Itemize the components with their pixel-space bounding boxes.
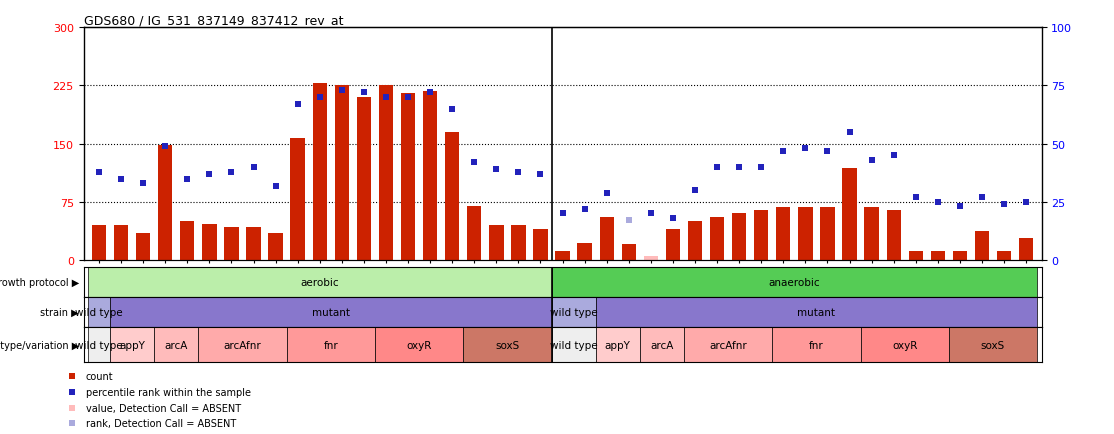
Bar	[375, 328, 463, 362]
Bar	[180, 222, 195, 260]
Bar	[334, 86, 349, 260]
Text: arcA: arcA	[165, 340, 188, 350]
Bar	[88, 267, 551, 297]
Bar	[551, 328, 596, 362]
Bar	[551, 297, 596, 328]
Text: value, Detection Call = ABSENT: value, Detection Call = ABSENT	[86, 403, 241, 413]
Bar	[110, 297, 551, 328]
Text: anaerobic: anaerobic	[769, 277, 820, 287]
Bar	[356, 98, 371, 260]
Text: count: count	[86, 371, 114, 381]
Bar	[154, 328, 198, 362]
Text: arcAfnr: arcAfnr	[710, 340, 747, 350]
Bar	[577, 243, 592, 260]
Bar	[114, 226, 128, 260]
Bar	[379, 86, 393, 260]
Text: oxyR: oxyR	[407, 340, 432, 350]
Text: oxyR: oxyR	[892, 340, 918, 350]
Text: fnr: fnr	[323, 340, 339, 350]
Bar	[224, 228, 238, 260]
Bar	[91, 226, 106, 260]
Bar	[110, 328, 154, 362]
Text: wild type: wild type	[550, 340, 597, 350]
Text: GDS680 / IG_531_837149_837412_rev_at: GDS680 / IG_531_837149_837412_rev_at	[84, 14, 343, 27]
Bar	[463, 328, 551, 362]
Bar	[930, 251, 945, 260]
Text: wild type: wild type	[75, 308, 123, 317]
Text: rank, Detection Call = ABSENT: rank, Detection Call = ABSENT	[86, 418, 236, 428]
Bar	[401, 94, 416, 260]
Bar	[864, 208, 879, 260]
Bar	[313, 84, 326, 260]
Bar	[622, 245, 636, 260]
Bar	[754, 210, 769, 260]
Bar	[291, 139, 305, 260]
Bar	[1019, 239, 1034, 260]
Bar	[639, 328, 684, 362]
Bar	[799, 208, 812, 260]
Text: arcAfnr: arcAfnr	[224, 340, 262, 350]
Bar	[88, 297, 110, 328]
Text: soxS: soxS	[981, 340, 1005, 350]
Text: arcA: arcA	[651, 340, 674, 350]
Bar	[820, 208, 834, 260]
Bar	[158, 146, 173, 260]
Bar	[268, 233, 283, 260]
Text: percentile rank within the sample: percentile rank within the sample	[86, 387, 251, 397]
Text: genotype/variation ▶: genotype/variation ▶	[0, 340, 79, 350]
Bar	[710, 218, 724, 260]
Text: appY: appY	[119, 340, 145, 350]
Bar	[203, 224, 216, 260]
Bar	[772, 328, 861, 362]
Bar	[732, 214, 746, 260]
Bar	[666, 230, 681, 260]
Bar	[776, 208, 791, 260]
Text: mutant: mutant	[798, 308, 836, 317]
Bar	[198, 328, 286, 362]
Bar	[644, 256, 658, 260]
Text: mutant: mutant	[312, 308, 350, 317]
Bar	[444, 133, 459, 260]
Bar	[909, 251, 922, 260]
Bar	[861, 328, 949, 362]
Bar	[489, 226, 504, 260]
Bar	[88, 328, 110, 362]
Bar	[467, 206, 481, 260]
Text: growth protocol ▶: growth protocol ▶	[0, 277, 79, 287]
Bar	[511, 226, 526, 260]
Bar	[599, 218, 614, 260]
Bar	[596, 328, 639, 362]
Bar	[556, 251, 569, 260]
Bar	[952, 251, 967, 260]
Text: strain ▶: strain ▶	[40, 308, 79, 317]
Bar	[997, 251, 1012, 260]
Text: wild type: wild type	[550, 308, 597, 317]
Bar	[949, 328, 1037, 362]
Bar	[842, 169, 857, 260]
Bar	[534, 230, 548, 260]
Text: appY: appY	[605, 340, 631, 350]
Bar	[286, 328, 375, 362]
Bar	[246, 228, 261, 260]
Bar	[887, 210, 901, 260]
Bar	[596, 297, 1037, 328]
Bar	[423, 92, 438, 260]
Bar	[136, 233, 150, 260]
Bar	[684, 328, 772, 362]
Bar	[687, 222, 702, 260]
Bar	[975, 231, 989, 260]
Bar	[551, 267, 1037, 297]
Text: soxS: soxS	[496, 340, 519, 350]
Text: fnr: fnr	[809, 340, 824, 350]
Text: aerobic: aerobic	[301, 277, 339, 287]
Text: wild type: wild type	[75, 340, 123, 350]
